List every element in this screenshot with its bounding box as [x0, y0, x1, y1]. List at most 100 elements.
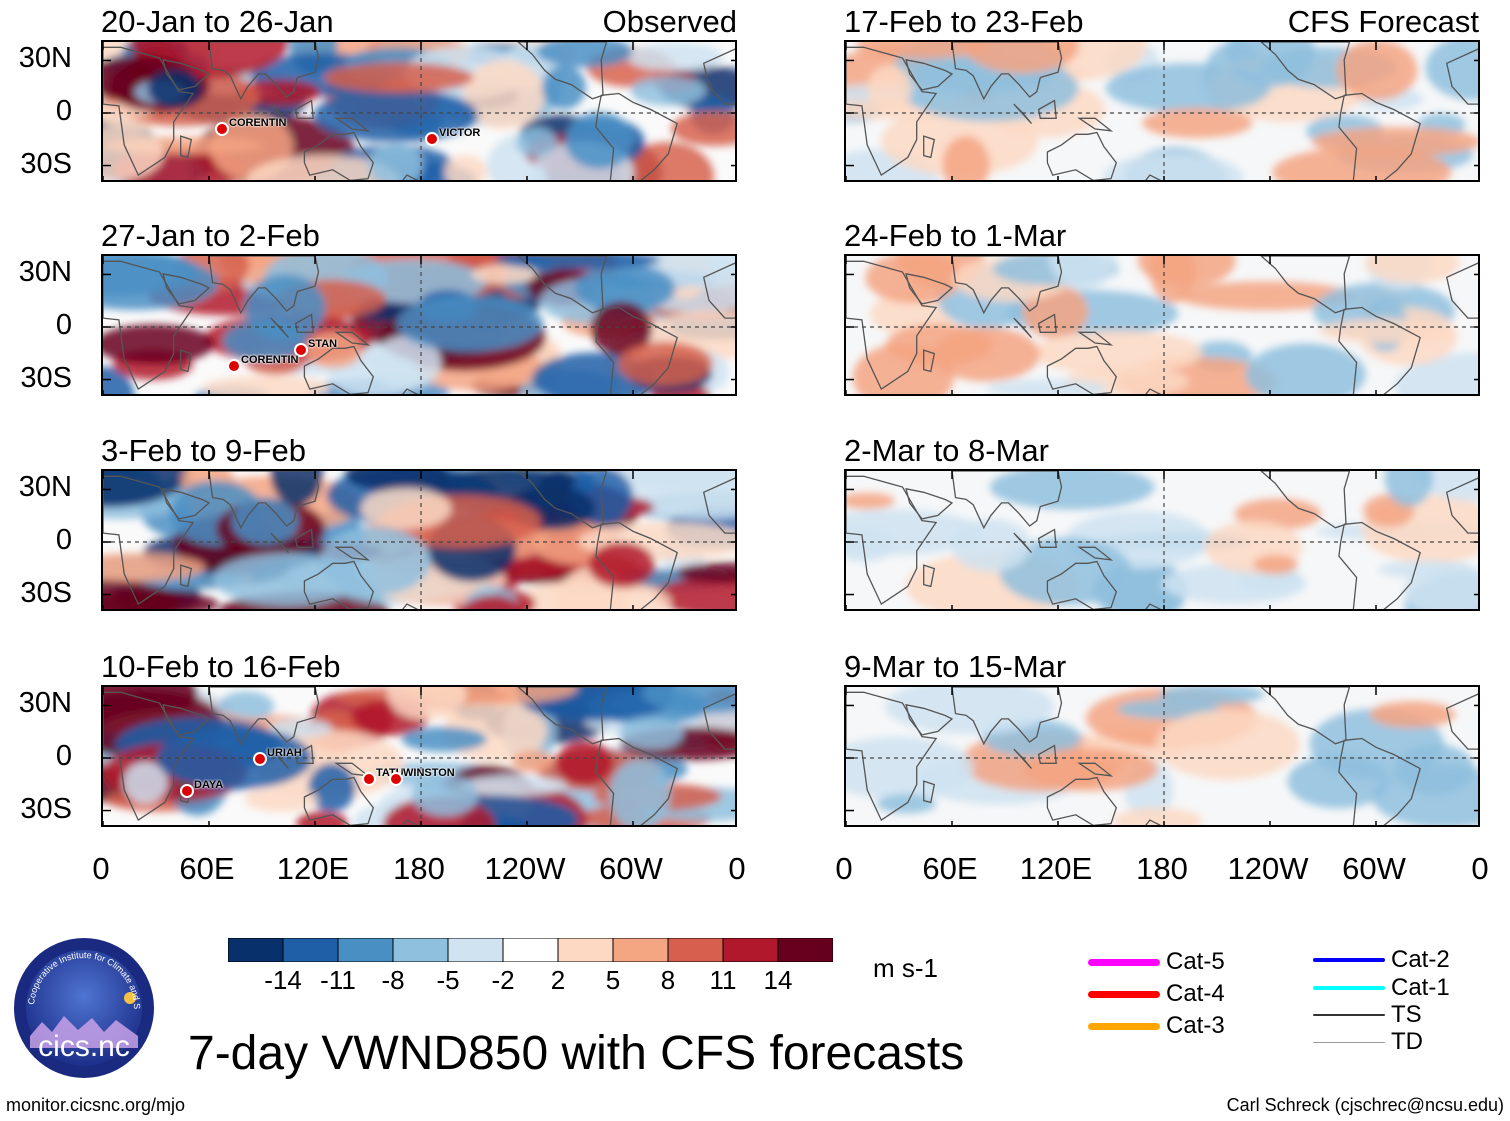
y-tick-label: 30N — [18, 256, 72, 289]
storm-marker — [294, 343, 308, 357]
y-tick-label: 0 — [55, 95, 72, 127]
logo-graphic: Cooperative Institute for Climate and Sa… — [9, 928, 154, 1078]
x-tick-label: 120W — [484, 851, 566, 886]
x-tick-label: 60E — [922, 851, 978, 886]
map-field — [103, 42, 735, 180]
legend-label: Cat-4 — [1166, 980, 1225, 1007]
panel-title: 10-Feb to 16-Feb — [101, 649, 341, 684]
colorbar-label: 2 — [550, 965, 566, 995]
colorbar-label: -14 — [264, 965, 302, 995]
storm-label: CORENTIN — [229, 117, 287, 129]
colorbar-label: -11 — [320, 965, 356, 995]
map-field — [103, 687, 735, 825]
x-tick-label: 0 — [728, 851, 746, 886]
storm-marker — [362, 772, 376, 786]
colorbar-label: 5 — [605, 965, 621, 995]
legend-line — [1313, 1041, 1385, 1043]
map-field — [846, 256, 1478, 394]
y-tick-label: 30S — [20, 361, 72, 394]
legend-label: TD — [1391, 1028, 1423, 1055]
legend-line — [1088, 958, 1160, 966]
legend-label: Cat-3 — [1166, 1012, 1225, 1039]
colorbar-label: 11 — [709, 965, 737, 995]
colorbar-swatch — [337, 937, 394, 963]
map-field — [103, 471, 735, 609]
storm-label: WINSTON — [403, 767, 455, 779]
colorbar-swatch — [502, 937, 559, 963]
map-panel — [844, 40, 1480, 182]
x-tick-label: 60W — [1342, 851, 1406, 886]
legend-label: Cat-5 — [1166, 948, 1225, 975]
column-tag: CFS Forecast — [1287, 4, 1479, 39]
logo-text: cics.nc — [38, 1030, 130, 1063]
legend-label: Cat-1 — [1391, 974, 1450, 1001]
storm-label: TATU — [376, 767, 404, 779]
map-panel — [101, 254, 737, 396]
y-tick-label: 0 — [55, 309, 72, 341]
map-panel — [101, 685, 737, 827]
colorbar-label: -2 — [491, 965, 515, 995]
map-field — [846, 471, 1478, 609]
panel-title: 27-Jan to 2-Feb — [101, 218, 320, 253]
colorbar-swatch — [282, 937, 339, 963]
storm-marker — [227, 359, 241, 373]
column-tag: Observed — [602, 4, 737, 39]
y-tick-label: 30N — [18, 42, 72, 75]
map-panel — [101, 469, 737, 611]
colorbar-swatch — [667, 937, 724, 963]
colorbar-svg — [227, 937, 834, 963]
y-tick-label: 30N — [18, 471, 72, 504]
map-field — [846, 42, 1478, 180]
y-tick-label: 30S — [20, 792, 72, 825]
colorbar-swatch — [392, 937, 449, 963]
storm-marker — [253, 752, 267, 766]
x-tick-label: 120W — [1227, 851, 1309, 886]
map-panel — [844, 254, 1480, 396]
panel-title: 17-Feb to 23-Feb — [844, 4, 1084, 39]
colorbar-swatch — [612, 937, 669, 963]
storm-marker — [425, 132, 439, 146]
map-panel — [101, 40, 737, 182]
storm-marker — [215, 122, 229, 136]
storm-label: STAN — [308, 338, 338, 350]
colorbar — [227, 937, 834, 963]
panel-title: 20-Jan to 26-Jan — [101, 4, 334, 39]
legend-label: Cat-2 — [1391, 946, 1450, 973]
panel-title: 2-Mar to 8-Mar — [844, 433, 1049, 468]
colorbar-label: 14 — [763, 965, 793, 995]
x-tick-label: 0 — [1471, 851, 1489, 886]
map-field — [846, 687, 1478, 825]
storm-label: VICTOR — [439, 127, 481, 139]
x-tick-label: 120E — [1019, 851, 1093, 886]
legend-label: TS — [1391, 1001, 1422, 1028]
storm-marker — [389, 772, 403, 786]
x-tick-label: 120E — [276, 851, 350, 886]
panel-title: 24-Feb to 1-Mar — [844, 218, 1067, 253]
x-tick-label: 60W — [599, 851, 663, 886]
y-tick-label: 30N — [18, 687, 72, 720]
y-tick-label: 30S — [20, 147, 72, 180]
map-panel — [844, 685, 1480, 827]
colorbar-label: -8 — [381, 965, 405, 995]
colorbar-swatch — [777, 937, 834, 963]
panel-title: 3-Feb to 9-Feb — [101, 433, 307, 468]
x-tick-label: 60E — [179, 851, 235, 886]
storm-label: CORENTIN — [241, 354, 299, 366]
footer-credit: Carl Schreck (cjschrec@ncsu.edu) — [1226, 1095, 1504, 1115]
main-title: 7-day VWND850 with CFS forecasts — [188, 1027, 965, 1080]
units-label: m s-1 — [873, 953, 938, 983]
storm-marker — [180, 784, 194, 798]
y-tick-label: 0 — [55, 524, 72, 556]
map-panel — [844, 469, 1480, 611]
x-tick-label: 0 — [835, 851, 853, 886]
colorbar-swatch — [227, 937, 284, 963]
x-tick-label: 180 — [393, 851, 445, 886]
x-tick-label: 180 — [1136, 851, 1188, 886]
colorbar-swatch — [557, 937, 614, 963]
storm-label: URIAH — [267, 747, 302, 759]
legend-line — [1088, 990, 1160, 998]
legend-line — [1313, 986, 1385, 990]
colorbar-label: -5 — [436, 965, 460, 995]
colorbar-swatch — [447, 937, 504, 963]
footer-url: monitor.cicsnc.org/mjo — [6, 1095, 186, 1115]
